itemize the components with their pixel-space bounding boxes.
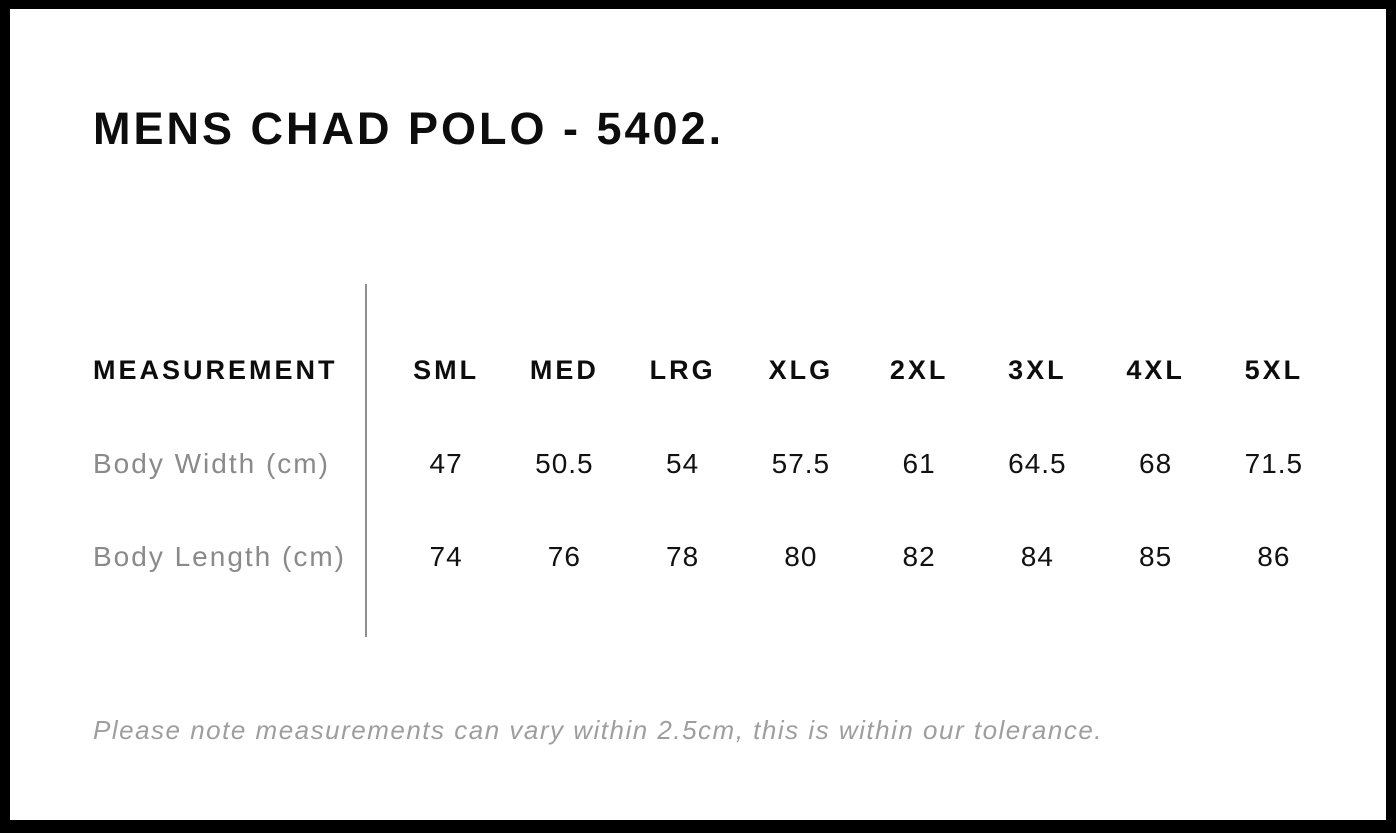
measurement-value: 50.5 xyxy=(535,447,594,479)
measurement-value: 86 xyxy=(1257,540,1291,572)
tolerance-note: Please note measurements can vary within… xyxy=(93,715,1104,745)
measurement-value: 82 xyxy=(902,540,936,572)
measurement-value: 74 xyxy=(429,540,463,572)
measurement-value: 64.5 xyxy=(1008,447,1067,479)
measurement-value: 47 xyxy=(429,447,463,479)
measurement-value: 57.5 xyxy=(771,447,831,479)
measurement-value: 76 xyxy=(547,540,581,572)
size-column-header: XLG xyxy=(768,355,834,385)
measurement-value: 85 xyxy=(1139,540,1173,572)
size-column-header: LRG xyxy=(649,355,716,385)
size-table: MEASUREMENT SML MED LRG XLG 2XL 3XL 4XL … xyxy=(93,284,1333,637)
size-column-header: 2XL xyxy=(889,355,949,385)
column-divider xyxy=(365,284,367,637)
size-column-header: MED xyxy=(529,355,599,385)
size-column-header: 3XL xyxy=(1008,355,1067,385)
measurement-column-header: MEASUREMENT xyxy=(93,355,338,385)
measurement-value: 68 xyxy=(1139,447,1173,479)
measurement-value: 54 xyxy=(666,447,700,479)
size-column-header: 5XL xyxy=(1244,355,1304,385)
product-title: MENS CHAD POLO - 5402. xyxy=(93,103,725,154)
table-row-body-length: Body Length (cm) 74 76 78 80 82 84 85 86 xyxy=(93,510,1333,603)
measurement-value: 78 xyxy=(666,540,700,572)
row-label: Body Width (cm) xyxy=(93,447,330,479)
measurement-value: 71.5 xyxy=(1244,447,1304,479)
measurement-value: 80 xyxy=(784,540,818,572)
size-column-header: 4XL xyxy=(1126,355,1185,385)
measurement-value: 61 xyxy=(902,447,936,479)
table-header-row: MEASUREMENT SML MED LRG XLG 2XL 3XL 4XL … xyxy=(93,324,1333,417)
measurement-value: 84 xyxy=(1020,540,1054,572)
row-label: Body Length (cm) xyxy=(93,540,346,572)
size-column-header: SML xyxy=(413,355,480,385)
table-row-body-width: Body Width (cm) 47 50.5 54 57.5 61 64.5 … xyxy=(93,417,1333,510)
